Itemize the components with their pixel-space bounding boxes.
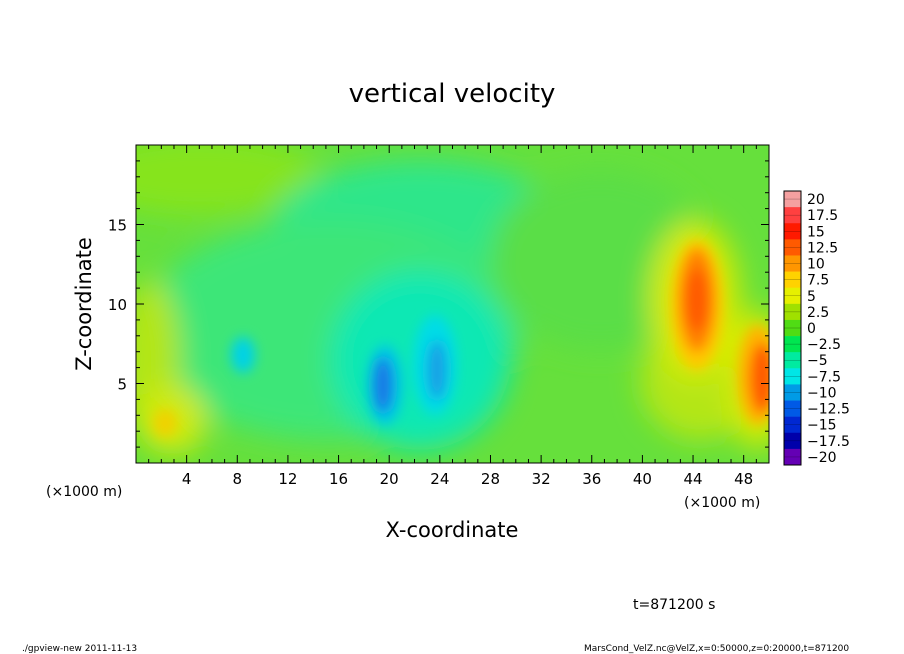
footer-left: ./gpview-new 2011-11-13 — [22, 644, 137, 654]
x-unit-left: (×1000 m) — [46, 484, 122, 500]
x-tick-label: 24 — [430, 470, 449, 488]
y-axis-ticks: 5 10 15 — [108, 160, 769, 448]
x-unit-right: (×1000 m) — [684, 495, 760, 511]
colorbar: 2017.51512.5107.552.50−2.5−5−7.5−10−12.5… — [783, 190, 850, 466]
colorbar-label: 0 — [807, 321, 816, 337]
max-core-49km — [750, 343, 769, 413]
colorbar-label: 10 — [807, 257, 825, 273]
x-tick-label: 40 — [633, 470, 652, 488]
x-tick-label: 28 — [481, 470, 500, 488]
colorbar-segment — [784, 191, 801, 208]
colorbar-label: −20 — [807, 450, 837, 466]
y-tick-label: 5 — [117, 376, 127, 394]
colorbar-segment — [784, 207, 801, 224]
min-core-24km — [427, 340, 447, 400]
x-tick-label: 44 — [683, 470, 702, 488]
max-core-2km — [153, 409, 177, 437]
colorbar-label: −15 — [807, 418, 837, 434]
x-axis-ticks: 4 8 12 16 20 24 28 32 36 40 44 48 — [148, 145, 757, 488]
x-tick-label: 32 — [532, 470, 551, 488]
colorbar-label: 17.5 — [807, 208, 838, 224]
colorbar-label: 15 — [807, 224, 825, 240]
colorbar-label: −2.5 — [807, 337, 841, 353]
colorbar-label: −17.5 — [807, 434, 850, 450]
x-tick-label: 16 — [329, 470, 348, 488]
colorbar-segment — [784, 239, 801, 256]
heatmap-field — [136, 145, 769, 463]
min-core-19km — [373, 357, 393, 413]
x-tick-label: 48 — [734, 470, 753, 488]
colorbar-segment — [784, 432, 801, 450]
x-axis-label: X-coordinate — [386, 518, 519, 542]
colorbar-label: 12.5 — [807, 240, 838, 256]
colorbar-segment — [784, 400, 801, 417]
colorbar-segment — [784, 255, 801, 272]
colorbar-segment — [784, 336, 801, 353]
colorbar-segment — [784, 287, 801, 305]
chart-title: vertical velocity — [349, 79, 556, 109]
y-axis-label: Z-coordinate — [72, 237, 96, 371]
colorbar-segment — [784, 368, 801, 385]
colorbar-segment — [784, 303, 801, 321]
colorbar-segment — [784, 352, 801, 369]
colorbar-label: −10 — [807, 385, 837, 401]
x-tick-label: 20 — [380, 470, 399, 488]
colorbar-label: −7.5 — [807, 369, 841, 385]
colorbar-frame — [783, 190, 802, 466]
colorbar-segment — [784, 223, 801, 240]
max-core-44km-inner — [686, 268, 708, 332]
x-tick-label: 4 — [182, 470, 192, 488]
y-tick-label: 10 — [108, 296, 127, 314]
colorbar-segment — [784, 271, 801, 289]
x-tick-label: 36 — [582, 470, 601, 488]
colorbar-label: −12.5 — [807, 402, 850, 418]
colorbar-label: 5 — [807, 289, 816, 305]
colorbar-label: 7.5 — [807, 273, 829, 289]
colorbar-segment — [784, 448, 801, 466]
colorbar-label: 2.5 — [807, 305, 829, 321]
x-tick-label: 12 — [278, 470, 297, 488]
min-core-8km — [231, 337, 255, 373]
colorbar-label: −5 — [807, 353, 828, 369]
y-tick-label: 15 — [108, 217, 127, 235]
colorbar-segment — [784, 416, 801, 434]
colorbar-segment — [784, 319, 801, 337]
x-tick-label: 8 — [233, 470, 243, 488]
time-label: t=871200 s — [633, 597, 715, 613]
colorbar-label: 20 — [807, 192, 825, 208]
colorbar-segment — [784, 384, 801, 401]
field-blob-weak-up-top — [136, 145, 320, 215]
footer-right: MarsCond_VelZ.nc@VelZ,x=0:50000,z=0:2000… — [584, 644, 849, 654]
